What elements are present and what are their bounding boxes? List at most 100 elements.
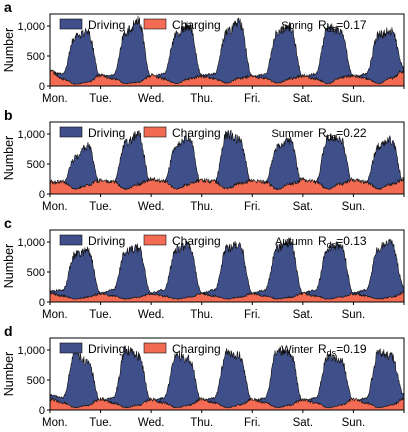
legend-swatch-charging [143,18,167,30]
y-tick-label: 1,000 [17,129,45,141]
x-tick-label: Wed. [138,417,165,429]
x-tick-label: Sat. [293,309,313,321]
y-tick-label: 1,000 [17,237,45,249]
correlation-subscript: ds [327,24,337,34]
plot-frame [49,121,405,195]
season-label: Winter [281,344,313,356]
x-tick-label: Wed. [138,309,165,321]
legend-swatch-charging [143,126,167,138]
panel-d: 0 500 1,000 Mon. Tue. Wed. Thu. Fri. Sat. Sun. Num… [2,323,405,429]
legend-label-driving: Driving [88,18,125,32]
x-tick-label: Sat. [293,93,313,105]
charging-area [49,176,405,195]
correlation-annotation: Rds=0.22 [318,126,367,142]
legend-label-charging: Charging [172,126,221,140]
plot-frame [49,337,405,411]
y-tick-label: 0 [39,297,45,309]
charging-area [49,290,405,303]
x-tick-label: Mon. [42,93,68,105]
y-axis-label: Number [2,352,16,396]
legend-label-driving: Driving [88,234,125,248]
correlation-symbol: R [318,126,327,140]
correlation-subscript: ds [327,240,337,250]
y-tick-label: 500 [27,375,45,387]
y-tick-label: 1,000 [17,345,45,357]
x-tick-label: Sun. [342,417,366,429]
correlation-value: =0.17 [336,18,367,32]
charging-area [49,396,405,411]
legend-label-charging: Charging [172,18,221,32]
x-tick-label: Fri. [244,417,261,429]
correlation-symbol: R [318,234,327,248]
x-tick-label: Sun. [342,201,366,213]
y-axis-label: Number [2,136,16,180]
x-tick-label: Tue. [89,417,112,429]
y-axis-label: Number [2,28,16,72]
x-tick-label: Thu. [190,93,213,105]
driving-area [49,345,405,411]
panel-label: a [4,0,12,15]
legend: Driving Charging [59,342,221,356]
y-tick-label: 1,000 [17,21,45,33]
panel-b: 0 500 1,000 Mon. Tue. Wed. Thu. Fri. Sat. Sun. Num… [2,107,405,213]
season-label: Autumn [275,236,313,248]
correlation-value: =0.13 [336,234,367,248]
correlation-value: =0.22 [336,126,367,140]
season-label: Spring [281,20,313,32]
x-tick-label: Thu. [190,309,213,321]
x-tick-label: Sun. [342,93,366,105]
legend: Driving Charging [59,18,221,32]
driving-area [49,237,405,303]
correlation-subscript: ds [327,348,337,358]
legend-label-driving: Driving [88,342,125,356]
legend-swatch-driving [59,18,83,30]
x-tick-label: Thu. [190,201,213,213]
legend-swatch-driving [59,342,83,354]
panel-label: c [4,215,12,231]
legend: Driving Charging [59,126,221,140]
y-tick-label: 500 [27,159,45,171]
charging-area [49,67,405,87]
plot-frame [49,13,405,87]
x-tick-label: Thu. [190,417,213,429]
x-tick-label: Tue. [89,309,112,321]
correlation-value: =0.19 [336,342,367,356]
panel-c: 0 500 1,000 Mon. Tue. Wed. Thu. Fri. Sat. Sun. Num… [2,215,405,321]
x-tick-label: Sat. [293,417,313,429]
correlation-annotation: Rds=0.17 [318,18,367,34]
correlation-symbol: R [318,18,327,32]
legend-label-charging: Charging [172,234,221,248]
legend: Driving Charging [59,234,221,248]
legend-swatch-charging [143,342,167,354]
correlation-symbol: R [318,342,327,356]
legend-label-charging: Charging [172,342,221,356]
y-tick-label: 500 [27,267,45,279]
x-tick-label: Tue. [89,93,112,105]
x-tick-label: Mon. [42,417,68,429]
x-tick-label: Sun. [342,309,366,321]
x-tick-label: Fri. [244,309,261,321]
x-tick-label: Fri. [244,93,261,105]
y-tick-label: 0 [39,189,45,201]
x-tick-label: Wed. [138,93,165,105]
driving-area [49,15,405,87]
correlation-subscript: ds [327,132,337,142]
legend-swatch-driving [59,126,83,138]
correlation-annotation: Rds=0.19 [318,342,367,358]
y-tick-label: 0 [39,81,45,93]
panel-a: 0 500 1,000 Mon. Tue. Wed. Thu. Fri. Sat. Sun. Num… [2,0,405,105]
legend-label-driving: Driving [88,126,125,140]
y-tick-label: 0 [39,405,45,417]
plot-frame [49,229,405,303]
x-tick-label: Fri. [244,201,261,213]
x-tick-label: Mon. [42,201,68,213]
legend-swatch-driving [59,234,83,246]
panel-label: b [4,107,13,123]
legend-swatch-charging [143,234,167,246]
y-tick-label: 500 [27,51,45,63]
x-tick-label: Wed. [138,201,165,213]
panel-label: d [4,323,13,339]
x-tick-label: Mon. [42,309,68,321]
y-axis-label: Number [2,244,16,288]
